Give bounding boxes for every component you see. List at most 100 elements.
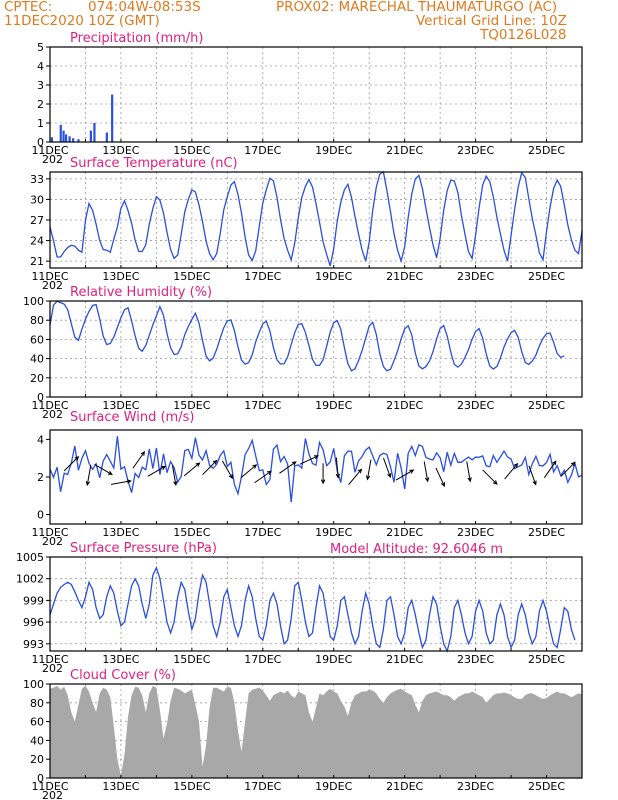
x-tick-label: 19DEC <box>315 780 352 793</box>
wind-arrow-22 <box>466 461 472 483</box>
header-code: TQ0126L028 <box>480 27 567 43</box>
x-tick-label: 21DEC <box>386 144 423 157</box>
y-tick-label: 4 <box>37 60 44 73</box>
y-tick-label: 100 <box>23 678 44 691</box>
wind-arrow-21 <box>435 467 445 488</box>
panel-4-series-line <box>49 566 576 653</box>
y-tick-label: 24 <box>30 235 44 248</box>
wind-arrow-23 <box>482 469 498 485</box>
header-coords: 074:04W-08:53S <box>88 0 201 15</box>
x-tick-label: 23DEC <box>457 780 494 793</box>
panel-1-grid <box>49 172 583 268</box>
x-tick-label: 11DEC <box>31 270 68 283</box>
x-tick-label: 19DEC <box>315 526 352 539</box>
x-tick-label: 15DEC <box>173 780 210 793</box>
panel-4-frame <box>49 556 583 652</box>
x-tick-label: 23DEC <box>457 270 494 283</box>
wind-arrow-20 <box>423 461 430 483</box>
header-grid-note: Vertical Grid Line: 10Z <box>416 13 567 29</box>
x-tick-label: 15DEC <box>173 653 210 666</box>
y-tick-label: 2 <box>37 98 44 111</box>
cloud-cover-area <box>50 685 582 778</box>
x-tick-label: 19DEC <box>315 653 352 666</box>
panel-4-title: Surface Pressure (hPa) <box>70 541 217 556</box>
wind-arrow-7 <box>183 462 201 477</box>
wind-arrow-13 <box>299 455 320 465</box>
wind-arrow-19 <box>395 469 415 481</box>
x-tick-label: 21DEC <box>386 399 423 412</box>
panel-3-series-line <box>49 436 583 503</box>
y-tick-label: 1 <box>37 117 44 130</box>
y-tick-label: 30 <box>30 193 44 206</box>
x-tick-label: 19DEC <box>315 144 352 157</box>
panel-2-frame <box>49 300 583 398</box>
wind-arrow-4 <box>132 450 146 469</box>
x-tick-label: 11DEC <box>31 780 68 793</box>
x-tick-label: 11DEC <box>31 653 68 666</box>
precip-bar-1 <box>59 124 62 142</box>
panel-5-title: Cloud Cover (%) <box>70 668 176 683</box>
x-tick-label: 17DEC <box>244 780 281 793</box>
x-tick-label: 25DEC <box>528 399 565 412</box>
x-tick-label: 23DEC <box>457 653 494 666</box>
x-tick-label: 15DEC <box>173 144 210 157</box>
panel-0-title: Precipitation (mm/h) <box>70 31 203 46</box>
panel-0-grid <box>49 47 583 142</box>
x-tick-label: 17DEC <box>244 399 281 412</box>
model-altitude-label: Model Altitude: 92.6046 m <box>330 542 503 557</box>
y-tick-label: 60 <box>30 333 44 346</box>
y-tick-label: 1002 <box>16 573 44 586</box>
precip-bar-8 <box>93 123 96 142</box>
y-tick-label: 0 <box>37 509 44 522</box>
x-year-label: 202 <box>42 789 63 800</box>
precip-bar-9 <box>105 132 108 142</box>
precip-bar-2 <box>62 130 65 142</box>
panel-4-grid <box>49 557 583 651</box>
x-tick-label: 25DEC <box>528 144 565 157</box>
header-run: 11DEC2020 10Z (GMT) <box>4 13 160 29</box>
panel-1-title: Surface Temperature (nC) <box>70 156 238 171</box>
panel-5-frame <box>49 683 583 779</box>
wind-arrow-11 <box>254 470 272 484</box>
x-tick-label: 17DEC <box>244 144 281 157</box>
x-tick-label: 19DEC <box>315 270 352 283</box>
wind-arrow-18 <box>383 458 392 479</box>
panel-2-title: Relative Humidity (%) <box>70 285 212 300</box>
x-tick-label: 13DEC <box>102 780 139 793</box>
y-tick-label: 40 <box>30 353 44 366</box>
wind-arrow-12 <box>279 461 297 474</box>
x-tick-label: 13DEC <box>102 526 139 539</box>
precip-bar-5 <box>72 138 75 142</box>
x-tick-label: 25DEC <box>528 270 565 283</box>
x-tick-label: 13DEC <box>102 399 139 412</box>
wind-arrow-6 <box>171 465 178 487</box>
x-tick-label: 25DEC <box>528 653 565 666</box>
y-tick-label: 1005 <box>16 551 44 564</box>
panel-2-series-line <box>49 300 565 372</box>
x-tick-label: 25DEC <box>528 780 565 793</box>
wind-arrow-3 <box>110 479 132 485</box>
wind-arrow-2 <box>94 464 113 476</box>
wind-arrow-16 <box>348 468 363 485</box>
panel-0-frame <box>49 46 583 143</box>
y-tick-label: 996 <box>23 616 44 629</box>
wind-arrow-5 <box>147 465 167 477</box>
precip-bar-0 <box>50 137 53 142</box>
x-year-label: 202 <box>42 279 63 292</box>
x-tick-label: 17DEC <box>244 653 281 666</box>
x-year-label: 202 <box>42 408 63 421</box>
x-tick-label: 13DEC <box>102 270 139 283</box>
precip-bar-7 <box>89 130 92 142</box>
y-tick-label: 40 <box>30 734 44 747</box>
panel-3-title: Surface Wind (m/s) <box>70 410 194 425</box>
panel-3-frame <box>49 429 583 525</box>
wind-arrow-9 <box>221 460 233 480</box>
header-station: PROX02: MARECHAL THAUMATURGO (AC) <box>276 0 558 15</box>
wind-arrow-26 <box>543 460 557 478</box>
x-tick-label: 25DEC <box>528 526 565 539</box>
x-tick-label: 15DEC <box>173 399 210 412</box>
y-tick-label: 0 <box>37 391 44 404</box>
x-tick-label: 15DEC <box>173 270 210 283</box>
x-tick-label: 21DEC <box>386 526 423 539</box>
wind-arrow-27 <box>560 461 576 477</box>
